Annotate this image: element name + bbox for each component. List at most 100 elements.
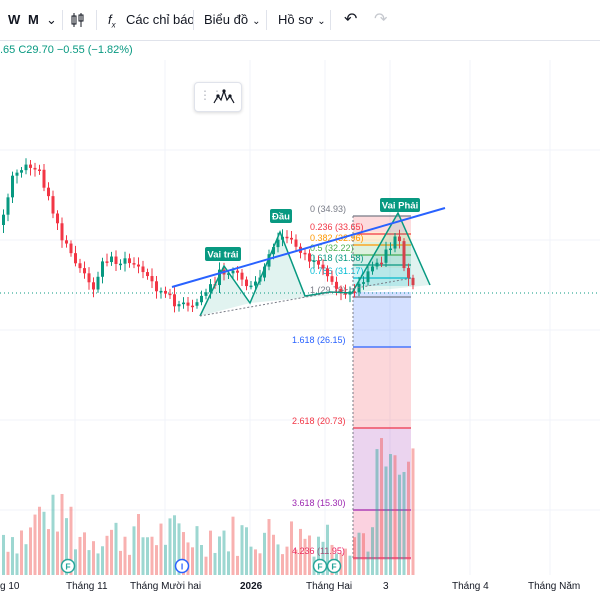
candle-body <box>285 236 289 239</box>
volume-bar <box>60 493 64 575</box>
volume-bar <box>173 515 176 575</box>
candle-body <box>195 302 199 306</box>
volume-bar <box>200 544 203 575</box>
candle-body <box>96 276 100 290</box>
candle-body <box>155 281 158 292</box>
volume-bar <box>254 549 257 575</box>
candle-body <box>276 239 280 248</box>
redo-icon[interactable]: ↷ <box>374 11 388 28</box>
candle-body <box>389 248 392 251</box>
chevron-down-icon: ⌄ <box>252 16 261 27</box>
volume-bar <box>299 528 302 575</box>
volume-bar <box>74 549 77 575</box>
candle-body <box>375 262 379 267</box>
volume-bar <box>78 536 82 575</box>
volume-bar <box>33 514 37 575</box>
candle-body <box>254 281 257 286</box>
volume-bar <box>164 544 167 575</box>
volume-bar <box>272 534 275 575</box>
fib-level-label: 0.382 (32.96) <box>310 233 364 243</box>
volume-bar <box>236 555 239 575</box>
pattern-label-box <box>205 247 241 261</box>
toolbar-divider <box>266 10 267 30</box>
time-axis-label: 3 <box>383 581 389 592</box>
fib-level-label: 0 (34.93) <box>310 204 346 214</box>
volume-bar <box>380 438 383 575</box>
candle-body <box>141 266 145 273</box>
volume-bar <box>393 455 397 575</box>
chevron-down-icon[interactable]: ⌄ <box>46 12 57 27</box>
event-marker[interactable] <box>60 558 76 574</box>
volume-bar <box>20 530 23 575</box>
candle-body <box>290 237 293 240</box>
pattern-label-box <box>380 198 420 212</box>
volume-bar <box>209 530 212 575</box>
candle-body <box>362 282 365 284</box>
drawing-floating-toolbar[interactable]: ⋮⋮ <box>194 82 242 112</box>
fib-level-label: 0.5 (32.22) <box>310 243 354 253</box>
pattern-label-head: Đầu <box>272 212 290 223</box>
pattern-label-left-shoulder: Vai trái <box>207 250 238 261</box>
head-shoulders-pattern-icon[interactable] <box>213 87 235 107</box>
candle-body <box>317 260 320 265</box>
price-chart[interactable]: 0 (34.93) 0.236 (33.65)0.382 (32.96)0.5 (… <box>0 40 600 600</box>
candle-body <box>173 294 176 307</box>
toolbar-divider <box>193 10 194 30</box>
volume-bar <box>2 534 5 575</box>
candle-body <box>24 164 28 171</box>
volume-bar <box>191 547 194 575</box>
time-axis-label: g 10 <box>0 581 20 592</box>
volume-bar <box>155 545 158 575</box>
candle-body <box>245 279 248 287</box>
volume-bar <box>29 527 32 575</box>
volume-bar <box>141 537 145 575</box>
volume-bar <box>398 474 401 575</box>
price-candles <box>2 158 415 313</box>
volume-bar <box>240 525 244 575</box>
interval-m-button[interactable]: M <box>28 12 39 27</box>
chart-type-button[interactable]: Biểu đồ ⌄ <box>204 10 260 30</box>
candle-body <box>191 305 194 308</box>
volume-bar <box>42 511 46 575</box>
volume-bar <box>15 553 19 575</box>
candle-body <box>411 277 415 286</box>
pattern-outline[interactable] <box>199 211 431 317</box>
trendline[interactable] <box>171 207 446 288</box>
fib-level-label: 2.618 (20.73) <box>292 416 346 426</box>
candle-body <box>33 167 37 170</box>
pattern-fill <box>200 213 430 316</box>
volume-bar <box>353 537 356 575</box>
event-marker[interactable] <box>174 558 190 574</box>
head-and-shoulders-pattern[interactable]: Vai trái Đầu Vai Phải <box>171 198 446 317</box>
candle-body <box>204 292 208 296</box>
volume-bar <box>128 554 131 575</box>
interval-w-button[interactable]: W <box>8 12 21 27</box>
candle-body <box>132 263 136 265</box>
volume-bar <box>38 506 41 575</box>
candle-body <box>200 295 203 303</box>
profile-button[interactable]: Hồ sơ ⌄ <box>278 10 326 30</box>
compare-symbol-button[interactable] <box>70 10 86 30</box>
candle-body <box>78 263 82 269</box>
volume-bar <box>290 521 293 575</box>
candle-body <box>312 260 316 263</box>
toolbar-divider <box>330 10 331 30</box>
volume-bar <box>285 546 289 575</box>
undo-icon[interactable]: ↶ <box>344 11 358 28</box>
volume-bar <box>308 535 311 575</box>
indicators-button[interactable]: Các chỉ báo <box>126 12 195 27</box>
volume-bar <box>267 519 271 575</box>
toolbar-divider <box>62 10 63 30</box>
event-marker[interactable] <box>312 558 328 574</box>
event-marker[interactable] <box>326 558 342 574</box>
fib-band <box>353 292 411 347</box>
volume-bar <box>402 471 406 575</box>
volume-bar <box>186 542 190 575</box>
candle-body <box>218 269 221 286</box>
fib-band <box>353 347 411 427</box>
candles-compare-icon <box>71 13 84 27</box>
volume-bar <box>56 531 59 575</box>
candle-body <box>101 261 104 277</box>
fib-band <box>353 232 411 242</box>
